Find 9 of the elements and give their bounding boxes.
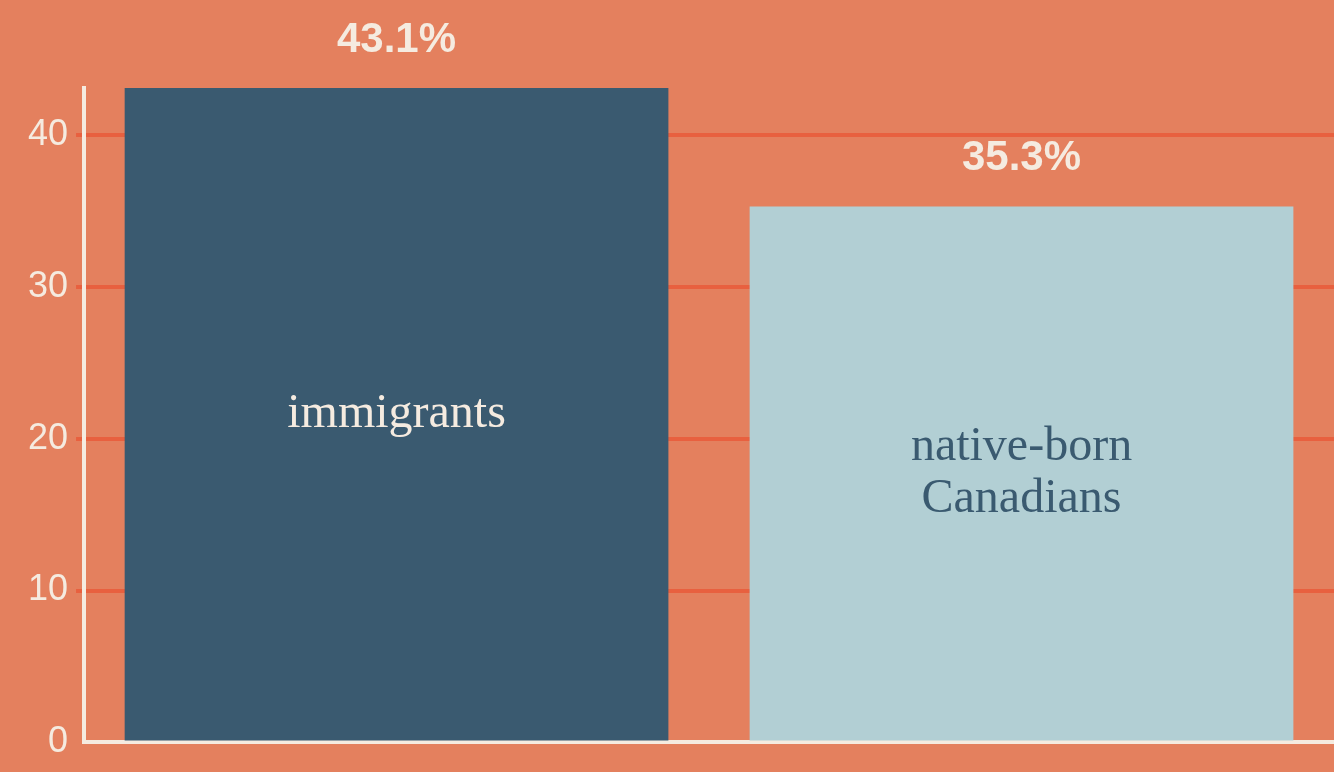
x-tick-label: native-born Canadians: [910, 417, 1133, 523]
data-label: 43.1%: [336, 13, 457, 61]
y-tick-label: 30: [28, 263, 69, 305]
y-tick-label: 10: [28, 567, 69, 609]
y-tick-label: 0: [48, 719, 69, 761]
y-tick-label: 20: [28, 415, 69, 457]
y-tick-label: 40: [28, 111, 69, 153]
data-label: 35.3%: [961, 132, 1082, 180]
x-tick-label: immigrants: [287, 383, 506, 437]
